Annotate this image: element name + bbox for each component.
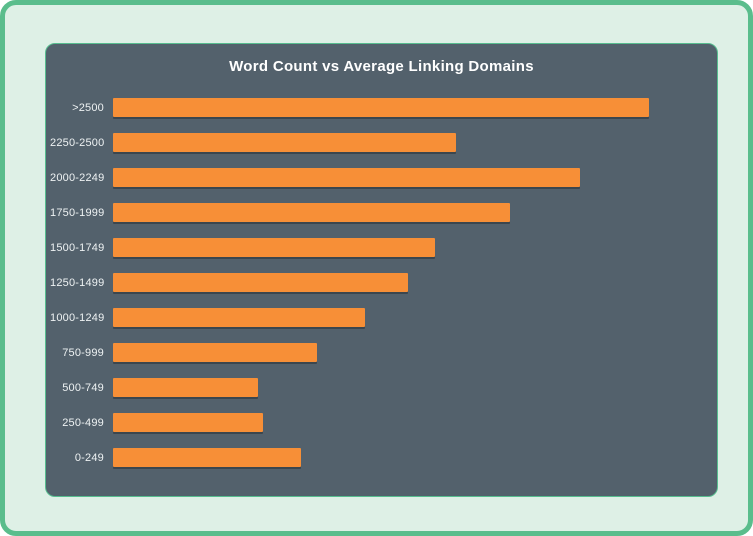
chart-row: 250-499	[46, 413, 717, 432]
chart-row: >2500	[46, 98, 717, 117]
category-label: 1000-1249	[50, 311, 105, 324]
chart-title: Word Count vs Average Linking Domains	[229, 58, 534, 75]
chart-row: 750-999	[46, 343, 717, 362]
chart-card: Word Count vs Average Linking Domains >2…	[45, 43, 718, 497]
chart-row: 500-749	[46, 378, 717, 397]
chart-row: 1000-1249	[46, 308, 717, 327]
bar	[113, 133, 457, 152]
chart-row: 2250-2500	[46, 133, 717, 152]
chart-row: 0-249	[46, 448, 717, 467]
bar	[113, 168, 580, 187]
bar	[113, 98, 649, 117]
bar-track	[113, 343, 649, 362]
category-label: 1500-1749	[50, 241, 105, 254]
chart-row: 1500-1749	[46, 238, 717, 257]
category-label: 2250-2500	[50, 136, 105, 149]
bar	[113, 448, 301, 467]
category-label: 1750-1999	[50, 206, 105, 219]
category-label: >2500	[72, 101, 104, 114]
bar-track	[113, 168, 649, 187]
chart-row: 1750-1999	[46, 203, 717, 222]
bar-track	[113, 98, 649, 117]
bar-track	[113, 378, 649, 397]
bar-track	[113, 203, 649, 222]
chart-plot-area: >2500 2250-2500 2000-2249 1750-1999 1500-174…	[46, 98, 717, 483]
bar	[113, 413, 264, 432]
bar	[113, 273, 409, 292]
bar	[113, 203, 511, 222]
chart-row: 2000-2249	[46, 168, 717, 187]
bar	[113, 378, 258, 397]
category-label: 250-499	[62, 416, 104, 429]
bar	[113, 238, 435, 257]
bar	[113, 343, 317, 362]
category-label: 2000-2249	[50, 171, 105, 184]
bar	[113, 308, 366, 327]
bar-track	[113, 273, 649, 292]
category-label: 0-249	[74, 451, 104, 464]
bar-track	[113, 448, 649, 467]
bar-track	[113, 133, 649, 152]
bar-track	[113, 238, 649, 257]
category-label: 1250-1499	[50, 276, 105, 289]
bar-track	[113, 413, 649, 432]
category-label: 750-999	[62, 346, 104, 359]
category-label: 500-749	[62, 381, 104, 394]
bar-track	[113, 308, 649, 327]
chart-row: 1250-1499	[46, 273, 717, 292]
